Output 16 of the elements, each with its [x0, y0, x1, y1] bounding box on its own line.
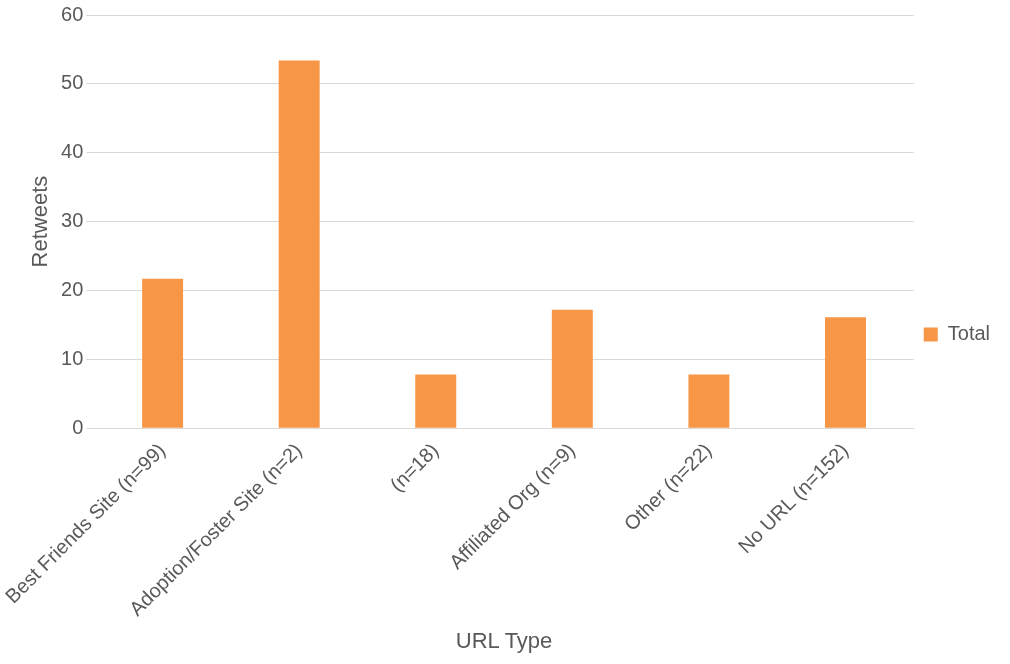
- y-tick-label: 30: [61, 209, 84, 232]
- legend-label: Total: [947, 322, 990, 345]
- bar: [551, 309, 593, 428]
- bar: [142, 278, 184, 428]
- y-tick-label: 10: [61, 346, 84, 369]
- y-tick-label: 20: [61, 277, 84, 300]
- bar: [415, 374, 457, 428]
- y-tick-label: 40: [61, 140, 84, 163]
- y-axis-title: Retweets: [26, 175, 52, 268]
- bar: [688, 374, 730, 428]
- bar: [278, 60, 320, 428]
- bar: [824, 317, 866, 428]
- x-axis-title: URL Type: [455, 627, 553, 653]
- y-tick-label: 0: [72, 415, 84, 438]
- y-tick-label: 50: [61, 71, 84, 94]
- y-tick-label: 60: [61, 2, 84, 25]
